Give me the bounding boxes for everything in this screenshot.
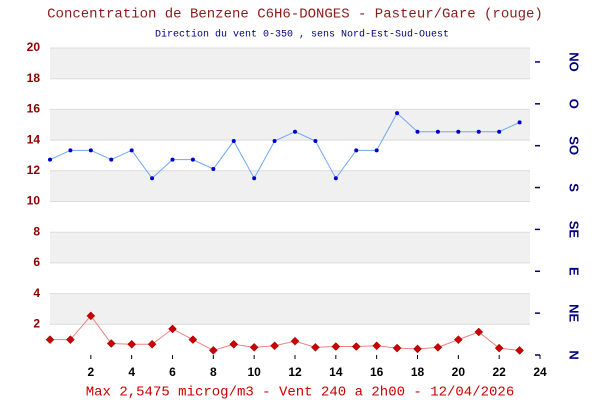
data-point <box>474 327 484 337</box>
data-point <box>168 324 177 334</box>
data-point <box>456 129 461 134</box>
data-point <box>66 335 75 345</box>
y-tick-label: 12 <box>27 163 41 177</box>
data-point <box>127 339 137 349</box>
y-tick-label: 4 <box>33 286 40 300</box>
data-point <box>392 343 402 353</box>
data-point <box>68 148 73 153</box>
x-tick-label: 6 <box>169 365 176 379</box>
data-point <box>129 148 134 153</box>
data-point <box>229 339 239 349</box>
data-point <box>415 129 420 134</box>
data-point <box>311 342 320 352</box>
data-point <box>208 346 218 355</box>
footer-annotation: Max 2,5475 microg/m3 - Vent 240 a 2h00 -… <box>86 385 514 400</box>
y-tick-label: 14 <box>27 132 41 146</box>
y-tick-label: 6 <box>33 255 40 269</box>
data-point <box>252 176 257 181</box>
y-tick-label: 10 <box>27 194 41 208</box>
data-point <box>333 176 338 181</box>
data-point <box>88 148 93 153</box>
data-point <box>86 311 96 321</box>
x-tick-label: 4 <box>128 365 135 379</box>
data-point <box>313 139 318 144</box>
x-tick-label: 16 <box>370 365 384 379</box>
y-tick-label: 20 <box>27 40 41 54</box>
y-tick-label: 18 <box>27 71 41 85</box>
data-point <box>170 157 175 162</box>
data-point <box>413 344 422 354</box>
grid-band <box>50 48 530 79</box>
data-point <box>272 139 277 144</box>
data-point <box>270 341 279 351</box>
x-tick-label: 10 <box>247 365 261 379</box>
data-point <box>515 346 524 355</box>
y2-tick-label: E <box>567 267 582 276</box>
grid-band <box>50 293 530 325</box>
data-point <box>497 129 502 134</box>
y2-tick-label: SO <box>567 136 582 155</box>
data-point <box>494 343 504 353</box>
data-point <box>231 139 236 144</box>
data-point <box>476 129 481 134</box>
data-point <box>211 166 216 171</box>
y2-tick-label: SE <box>567 221 582 239</box>
data-point <box>109 157 114 162</box>
data-point <box>106 339 116 348</box>
y-tick-label: 2 <box>33 316 40 330</box>
x-tick-label: 2 <box>87 365 94 379</box>
data-point <box>395 111 400 116</box>
data-point <box>190 157 195 162</box>
data-point <box>433 342 443 352</box>
x-tick-label: 12 <box>288 365 302 379</box>
data-point <box>331 342 341 351</box>
data-point <box>351 342 361 351</box>
grid-band <box>50 170 530 202</box>
chart-subtitle: Direction du vent 0-350 , sens Nord-Est-… <box>155 29 449 41</box>
data-point <box>374 148 379 153</box>
data-point <box>290 336 300 346</box>
grid-band <box>50 109 530 141</box>
data-point <box>435 129 440 134</box>
data-point <box>48 157 52 162</box>
data-point <box>150 176 155 181</box>
chart-title: Concentration de Benzene C6H6-DONGES - P… <box>47 7 543 23</box>
y2-tick-label: N <box>567 350 582 359</box>
data-point <box>45 335 55 345</box>
data-point <box>293 129 297 134</box>
y-tick-label: 16 <box>27 102 41 116</box>
x-tick-label: 24 <box>533 365 547 379</box>
data-point <box>147 339 157 349</box>
y2-tick-label: S <box>567 183 582 192</box>
y-tick-label: 8 <box>33 224 40 238</box>
x-tick-label: 22 <box>492 365 506 379</box>
data-point <box>453 335 463 345</box>
data-point <box>372 341 382 351</box>
data-point <box>249 342 259 352</box>
y2-tick-label: O <box>567 99 582 109</box>
x-tick-label: 18 <box>411 365 425 379</box>
y2-tick-label: NE <box>567 304 582 322</box>
data-point <box>188 335 198 345</box>
data-point <box>354 148 359 153</box>
x-tick-label: 8 <box>210 365 217 379</box>
data-point <box>517 120 522 125</box>
y2-tick-label: NO <box>567 52 582 72</box>
grid-band <box>50 232 530 263</box>
x-tick-label: 14 <box>329 365 343 379</box>
x-tick-label: 20 <box>452 365 466 379</box>
series-line <box>49 112 520 180</box>
